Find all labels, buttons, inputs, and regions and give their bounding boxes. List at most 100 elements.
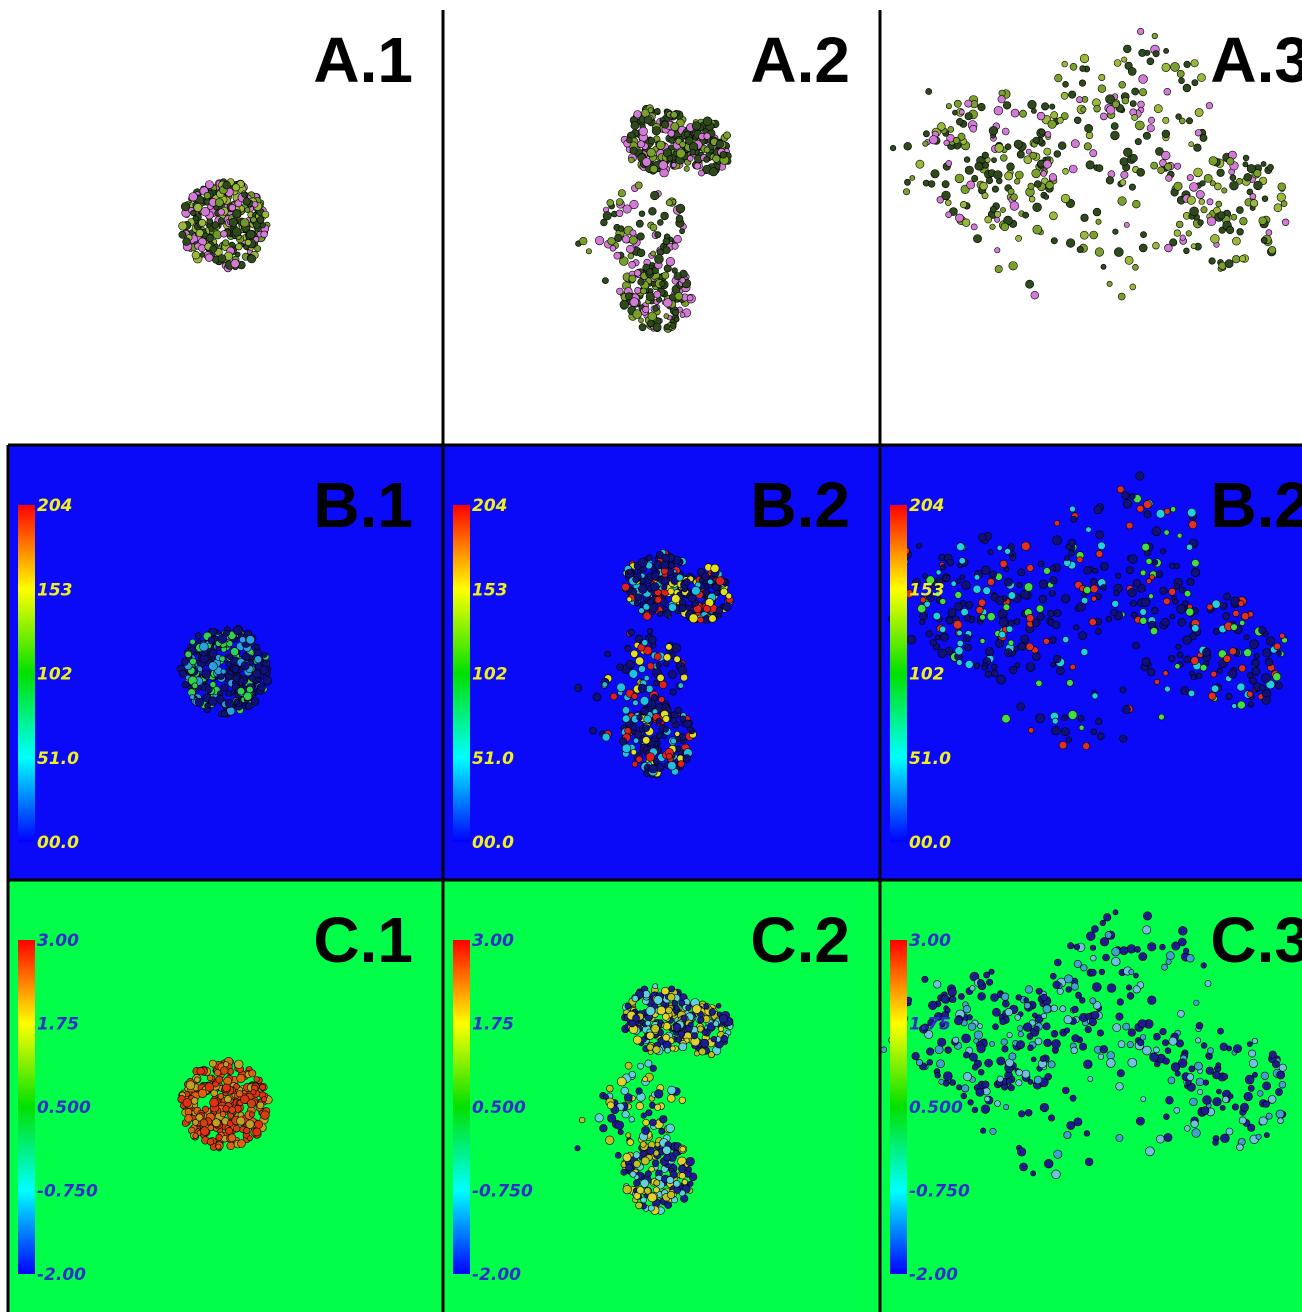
cell [945, 103, 952, 110]
cell [217, 254, 227, 263]
cell [1098, 74, 1106, 82]
cell [1043, 1158, 1054, 1169]
cell [1048, 1114, 1056, 1122]
cell [1221, 1073, 1229, 1080]
cell [657, 610, 664, 617]
cell [697, 1016, 705, 1024]
cell [1106, 280, 1113, 287]
cell [1212, 1097, 1222, 1107]
cell [617, 189, 626, 198]
cell [1099, 1045, 1109, 1054]
cell [658, 1127, 666, 1135]
cell [1278, 1080, 1287, 1089]
cell [254, 245, 262, 252]
cell [195, 229, 204, 238]
cell [1176, 532, 1183, 539]
cell [604, 650, 611, 658]
cell [1173, 181, 1183, 191]
cell [232, 209, 242, 219]
cell [1162, 116, 1170, 124]
cell [1004, 1007, 1013, 1017]
cell [601, 681, 608, 688]
colorbar-tick-label: 0.500 [472, 1098, 526, 1118]
cell [941, 190, 951, 201]
cell [947, 608, 957, 618]
cell [1042, 1022, 1051, 1031]
cell [665, 752, 673, 760]
cell [1032, 224, 1043, 235]
cell [592, 692, 602, 702]
cell [585, 248, 592, 255]
cell [1015, 234, 1022, 242]
cell [661, 120, 670, 129]
cell [1023, 997, 1030, 1003]
cell [1128, 554, 1138, 564]
cell [639, 1141, 647, 1148]
cell [1162, 1057, 1170, 1065]
colorbar-tick-label: -2.00 [909, 1265, 958, 1285]
cell [1217, 211, 1226, 220]
cell [1117, 1040, 1126, 1048]
cell [1183, 655, 1192, 664]
cell [207, 1124, 215, 1131]
cell [973, 574, 981, 581]
cell [1016, 581, 1023, 589]
cell [1000, 154, 1008, 162]
cell [206, 1074, 214, 1082]
cell [1112, 100, 1120, 109]
cell [965, 601, 974, 609]
cell [1173, 1107, 1181, 1114]
cell [244, 239, 252, 246]
cell [1194, 1061, 1203, 1071]
cell [1069, 63, 1078, 71]
cell [637, 140, 645, 148]
cell [1066, 1121, 1076, 1130]
cell [653, 995, 663, 1005]
cell [636, 232, 645, 241]
cell [1132, 985, 1141, 994]
cell [658, 680, 668, 689]
cell [981, 664, 988, 671]
cell [1073, 116, 1082, 125]
cell [1182, 83, 1192, 93]
cell [626, 596, 633, 603]
cell [1258, 1116, 1268, 1126]
cell [1142, 925, 1152, 935]
cell [1275, 1109, 1285, 1119]
cell [985, 176, 994, 185]
cell [1215, 200, 1223, 208]
cell [1143, 500, 1152, 509]
cell [945, 1046, 952, 1054]
cell [1132, 579, 1142, 588]
cell [1087, 1076, 1094, 1082]
cell [1249, 639, 1259, 650]
cell [1179, 117, 1186, 125]
cell [248, 1111, 255, 1118]
cell [1027, 1079, 1034, 1085]
cell [1222, 612, 1231, 620]
cell [254, 655, 263, 664]
cell [1161, 963, 1168, 971]
cell [1175, 643, 1182, 650]
cell [922, 140, 929, 147]
cell [250, 216, 257, 223]
cell [624, 644, 632, 652]
cell [970, 223, 978, 231]
cell [222, 239, 230, 247]
cell [198, 218, 207, 227]
cell [651, 126, 662, 136]
cell [184, 650, 193, 658]
cell [1188, 520, 1198, 530]
cell [1246, 1041, 1253, 1047]
cell [1176, 651, 1184, 659]
cell [1043, 147, 1052, 156]
cell [677, 682, 684, 689]
cell [181, 658, 189, 666]
cell [1079, 1042, 1088, 1051]
cell [668, 562, 675, 570]
cell [245, 1119, 255, 1129]
cell [1089, 968, 1097, 977]
cell [189, 638, 196, 646]
cell [1083, 566, 1092, 575]
cell [903, 142, 912, 151]
